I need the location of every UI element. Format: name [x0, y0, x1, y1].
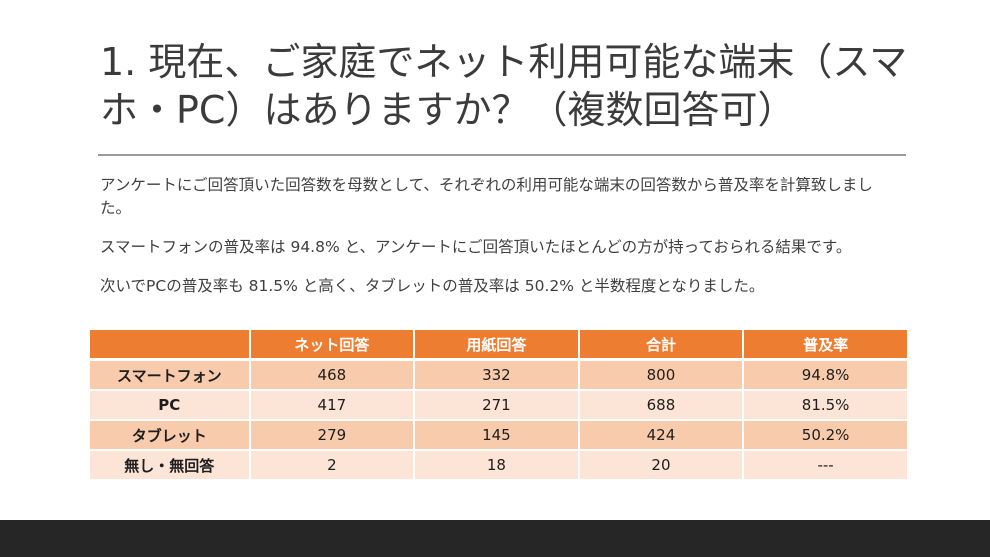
cell-rate: 50.2%: [742, 419, 907, 450]
footer-bar: [0, 520, 990, 557]
device-penetration-table: ネット回答 用紙回答 合計 普及率 スマートフォン 468 332 800 94…: [90, 330, 907, 479]
cell-online: 2: [248, 449, 415, 479]
header-cell-online: ネット回答: [248, 330, 415, 361]
cell-rate: 94.8%: [742, 358, 907, 390]
title-divider: [98, 154, 906, 156]
header-cell-label: [90, 330, 250, 361]
cell-paper: 271: [413, 389, 579, 420]
header-cell-total: 合計: [577, 330, 744, 361]
table-row: 無し・無回答 2 18 20 ---: [90, 449, 907, 479]
table-row: PC 417 271 688 81.5%: [90, 389, 907, 420]
cell-paper: 18: [413, 449, 579, 479]
cell-paper: 145: [413, 419, 579, 450]
cell-total: 688: [577, 389, 744, 420]
cell-total: 20: [577, 449, 744, 479]
table-row: スマートフォン 468 332 800 94.8%: [90, 358, 907, 390]
paragraph-pc-tablet: 次いでPCの普及率も 81.5% と高く、タブレットの普及率は 50.2% と半…: [100, 277, 765, 295]
table-header-row: ネット回答 用紙回答 合計 普及率: [90, 330, 907, 361]
cell-rate: 81.5%: [742, 389, 907, 420]
header-cell-rate: 普及率: [742, 330, 907, 361]
paragraph-smartphone: スマートフォンの普及率は 94.8% と、アンケートにご回答頂いたほとんどの方が…: [100, 238, 852, 256]
paragraph-methodology: アンケートにご回答頂いた回答数を母数として、それぞれの利用可能な端末の回答数から…: [100, 176, 873, 217]
cell-online: 279: [248, 419, 415, 450]
cell-paper: 332: [413, 358, 579, 390]
row-label: PC: [90, 389, 250, 420]
cell-rate: ---: [742, 449, 907, 479]
cell-total: 800: [577, 358, 744, 390]
row-label: 無し・無回答: [90, 449, 250, 479]
slide-title: 1. 現在、ご家庭でネット利用可能な端末（スマホ・PC）はありますか？（複数回答…: [100, 40, 908, 132]
cell-online: 468: [248, 358, 415, 390]
row-label: スマートフォン: [90, 358, 250, 390]
header-cell-paper: 用紙回答: [413, 330, 579, 361]
row-label: タブレット: [90, 419, 250, 450]
table-row: タブレット 279 145 424 50.2%: [90, 419, 907, 450]
cell-total: 424: [577, 419, 744, 450]
cell-online: 417: [248, 389, 415, 420]
body-text: アンケートにご回答頂いた回答数を母数として、それぞれの利用可能な端末の回答数から…: [100, 174, 900, 314]
